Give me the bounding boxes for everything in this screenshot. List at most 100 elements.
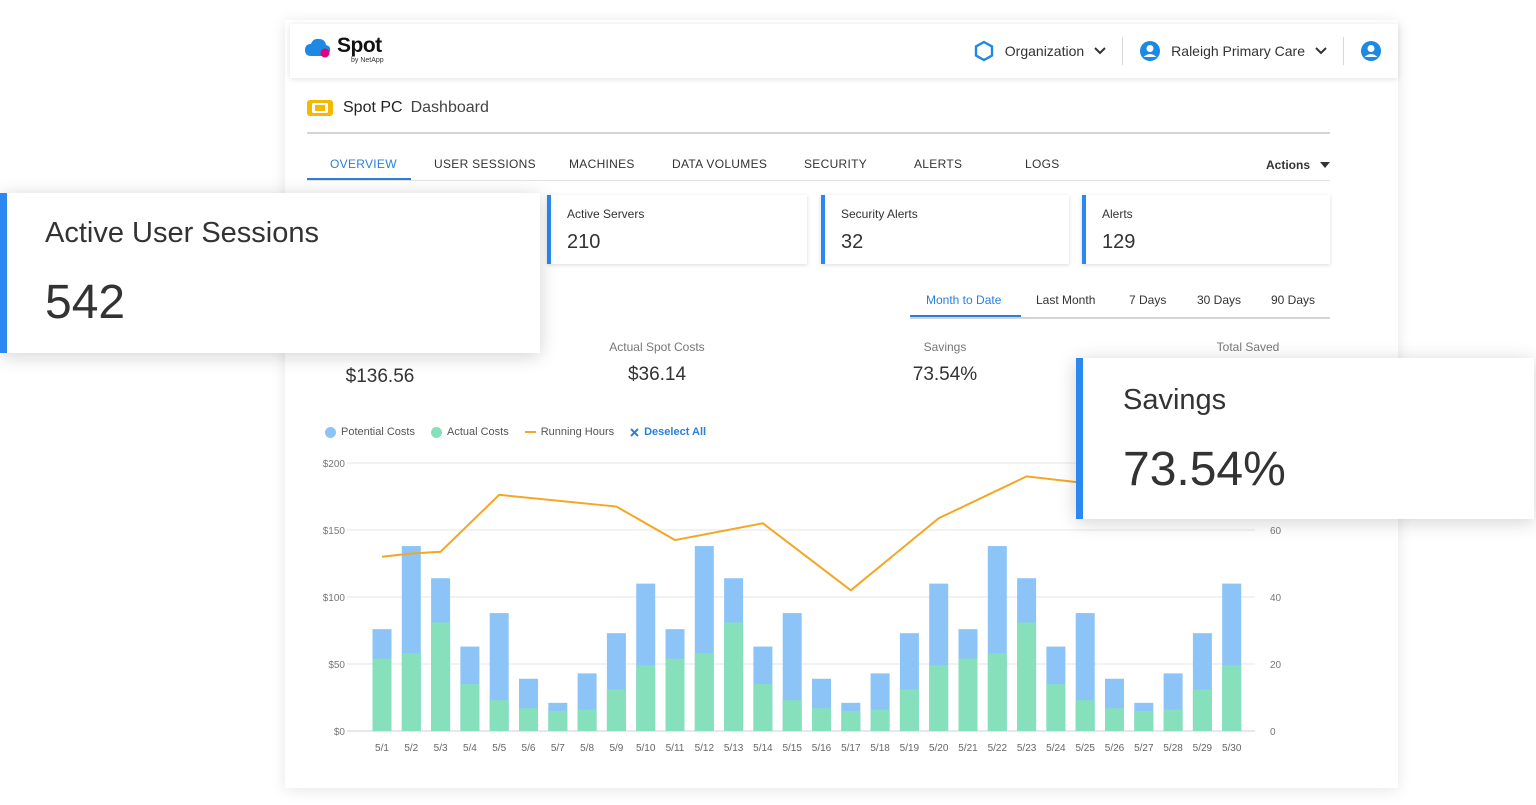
callout-label: Savings — [1123, 384, 1227, 416]
x-tick-label: 5/1 — [375, 743, 389, 754]
kpi-label: Alerts — [1102, 207, 1133, 221]
legend-item-actual-costs[interactable]: Actual Costs — [430, 426, 509, 438]
actions-label: Actions — [1265, 158, 1310, 172]
bar-actual-cost — [724, 622, 744, 731]
x-tick-label: 5/20 — [929, 743, 949, 754]
tab-security[interactable]: SECURITY — [804, 157, 868, 171]
callout-value: 73.54% — [1123, 443, 1286, 496]
kpi-value: 129 — [1102, 231, 1136, 253]
bar-actual-cost — [987, 653, 1007, 731]
bar-actual-cost — [870, 709, 890, 731]
kpi-value: 32 — [841, 231, 864, 253]
metric-label: Total Saved — [1216, 340, 1280, 354]
metric-actual-spot-costs: Actual Spot Costs $36.14 — [587, 340, 727, 386]
x-tick-label: 5/3 — [434, 743, 448, 754]
organization-dropdown[interactable]: Organization — [973, 40, 1106, 62]
chart-legend: Potential Costs Actual Costs Running Hou… — [325, 426, 706, 438]
metric-total-saved: Total Saved — [1188, 340, 1308, 364]
range-7-days[interactable]: 7 Days — [1129, 293, 1167, 307]
bar-actual-cost — [548, 710, 568, 731]
x-tick-label: 5/17 — [841, 743, 861, 754]
kpi-card-security-alerts[interactable]: Security Alerts 32 — [821, 195, 1069, 264]
cost-chart: $0 $50 $100 $150 $200 0 20 40 60 5/1 5/2 5/3 5/4 5/5 5… — [323, 459, 1282, 754]
x-tick-label: 5/27 — [1134, 743, 1154, 754]
breadcrumb: Spot PC Dashboard — [307, 98, 489, 118]
tab-user-sessions[interactable]: USER SESSIONS — [434, 157, 536, 171]
bar-actual-cost — [694, 653, 714, 731]
bar-actual-cost — [606, 689, 626, 731]
legend-swatch — [524, 431, 536, 433]
range-last-month[interactable]: Last Month — [1036, 293, 1096, 307]
callout-active-user-sessions: Active User Sessions 542 — [0, 193, 540, 353]
legend-label: Actual Costs — [446, 426, 509, 438]
y-tick-label: $0 — [334, 727, 346, 738]
legend-label: Running Hours — [540, 426, 615, 438]
bar-actual-cost — [401, 653, 421, 731]
y2-tick-label: 60 — [1270, 526, 1282, 537]
kpi-label: Active Servers — [567, 207, 645, 221]
x-tick-label: 5/9 — [609, 743, 623, 754]
tab-logs[interactable]: LOGS — [1025, 157, 1060, 171]
bar-actual-cost — [460, 684, 480, 731]
profile-avatar-icon[interactable] — [1360, 40, 1382, 62]
callout-value: 542 — [45, 276, 126, 329]
deselect-all-button[interactable]: Deselect All — [630, 426, 706, 438]
tab-alerts[interactable]: ALERTS — [914, 157, 963, 171]
y-tick-label: $100 — [323, 593, 346, 604]
y2-tick-label: 0 — [1270, 727, 1276, 738]
bar-actual-cost — [782, 700, 802, 731]
metric-label: Actual Spot Costs — [609, 340, 705, 354]
brand-sub: by NetApp — [351, 57, 384, 64]
metric-value: $136.56 — [345, 366, 415, 387]
x-tick-label: 5/16 — [812, 743, 832, 754]
range-90-days[interactable]: 90 Days — [1271, 293, 1316, 307]
kpi-label: Security Alerts — [841, 207, 918, 221]
actions-menu[interactable]: Actions — [1266, 158, 1330, 172]
metric-savings: Savings 73.54% — [885, 340, 1005, 386]
chevron-down-icon — [1315, 47, 1327, 55]
callout-savings: Savings 73.54% — [1076, 358, 1534, 519]
bar-actual-cost — [899, 689, 919, 731]
kpi-card-active-servers[interactable]: Active Servers 210 — [547, 195, 807, 264]
organization-label: Organization — [1004, 43, 1085, 59]
range-30-days[interactable]: 30 Days — [1197, 293, 1242, 307]
product-name[interactable]: Spot PC — [343, 99, 403, 116]
y-tick-label: $50 — [328, 660, 345, 671]
bar-actual-cost — [812, 708, 831, 731]
kpi-value: 210 — [567, 231, 601, 253]
hexagon-icon — [974, 40, 993, 62]
account-label: Raleigh Primary Care — [1171, 43, 1305, 59]
tab-machines[interactable]: MACHINES — [569, 157, 635, 171]
bar-actual-cost — [1017, 622, 1037, 731]
legend-swatch — [325, 426, 336, 438]
legend-swatch — [430, 426, 442, 438]
metric-value: $36.14 — [627, 364, 687, 385]
legend-item-running-hours[interactable]: Running Hours — [524, 426, 615, 438]
legend-item-potential-costs[interactable]: Potential Costs — [325, 426, 415, 438]
x-tick-label: 5/10 — [636, 743, 656, 754]
x-tick-label: 5/21 — [958, 743, 978, 754]
tab-overview[interactable]: OVERVIEW — [330, 157, 397, 171]
metric-potential-costs: $136.56 — [320, 342, 440, 388]
x-tick-label: 5/6 — [522, 743, 536, 754]
metric-label: Savings — [923, 340, 967, 354]
callout-label: Active User Sessions — [45, 217, 319, 249]
bar-actual-cost — [372, 658, 392, 731]
top-bar: Spot by NetApp Organization — [290, 24, 1398, 78]
kpi-card-alerts[interactable]: Alerts 129 — [1082, 195, 1330, 264]
bar-actual-cost — [665, 658, 685, 731]
close-icon — [630, 427, 639, 437]
tab-data-volumes[interactable]: DATA VOLUMES — [672, 157, 768, 171]
account-dropdown[interactable]: Raleigh Primary Care — [1139, 40, 1327, 62]
x-tick-label: 5/25 — [1075, 743, 1095, 754]
spot-logo[interactable]: Spot by NetApp — [305, 35, 384, 64]
date-range-selector: Month to Date Last Month 7 Days 30 Days … — [910, 289, 1330, 319]
bar-actual-cost — [489, 700, 509, 731]
bar-actual-cost — [1075, 700, 1095, 731]
range-month-to-date[interactable]: Month to Date — [926, 293, 1002, 307]
active-tab-indicator — [307, 178, 411, 180]
x-tick-label: 5/22 — [988, 743, 1008, 754]
tab-bar: OVERVIEW USER SESSIONS MACHINES DATA VOL… — [307, 150, 1330, 181]
x-tick-label: 5/24 — [1046, 743, 1066, 754]
